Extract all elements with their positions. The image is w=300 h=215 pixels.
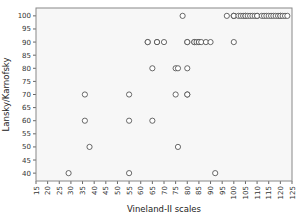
point [87,144,92,149]
y-tick-label: 45 [22,157,31,165]
plot-background [36,8,292,181]
x-tick-label: 125 [289,186,297,199]
y-tick-label: 60 [22,117,31,125]
y-tick-label: 50 [22,143,31,151]
x-tick-label: 55 [126,186,134,195]
y-tick-label: 90 [22,39,31,47]
point [66,171,71,176]
point [185,66,190,71]
point [150,66,155,71]
x-tick-label: 15 [33,186,41,195]
x-tick-label: 90 [207,186,215,195]
point [82,92,87,97]
x-tick-label: 65 [149,186,157,195]
point [145,39,150,44]
x-tick-label: 35 [79,186,87,195]
x-tick-label: 40 [91,186,99,195]
y-tick-label: 80 [22,65,31,73]
point [231,39,236,44]
point [82,118,87,123]
points [66,13,290,175]
point [185,92,190,97]
point [224,13,229,18]
x-tick-label: 85 [195,186,203,195]
point [185,39,190,44]
y-tick-label: 95 [22,25,31,33]
point [154,39,159,44]
x-tick-label: 115 [265,186,273,199]
point [126,92,131,97]
x-tick-label: 75 [172,186,180,195]
x-tick-label: 45 [102,186,110,195]
point [126,171,131,176]
y-tick-label: 70 [22,91,31,99]
point [175,66,180,71]
point [161,39,166,44]
point [154,39,159,44]
point [285,13,290,18]
x-tick-label: 50 [114,186,122,195]
x-axis-label: Vineland-II scales [127,204,202,214]
point [126,118,131,123]
x-tick-label: 95 [219,186,227,195]
point [208,39,213,44]
y-tick-label: 55 [22,130,31,138]
x-tick-label: 110 [254,186,262,199]
y-axis-label: Lansky/Karnofsky [1,58,11,132]
point [185,39,190,44]
point [180,13,185,18]
x-tick-label: 25 [56,186,64,195]
x-tick-label: 100 [230,186,238,199]
point [185,92,190,97]
y-tick-label: 85 [22,52,31,60]
x-tick-label: 120 [277,186,285,199]
point [150,118,155,123]
x-tick-label: 70 [161,186,169,195]
x-tick-label: 30 [67,186,75,195]
x-tick-label: 105 [242,186,250,199]
y-tick-label: 75 [22,78,31,86]
plot-frame [36,8,292,181]
point [173,92,178,97]
y-tick-label: 65 [22,104,31,112]
chart: 1520253035404550556065707580859095100105… [0,0,300,215]
x-tick-label: 60 [137,186,145,195]
x-tick-label: 20 [44,186,52,195]
point [175,144,180,149]
y-tick-label: 40 [22,170,31,178]
point [145,39,150,44]
y-tick-label: 100 [18,12,31,20]
point [213,171,218,176]
x-tick-label: 80 [184,186,192,195]
